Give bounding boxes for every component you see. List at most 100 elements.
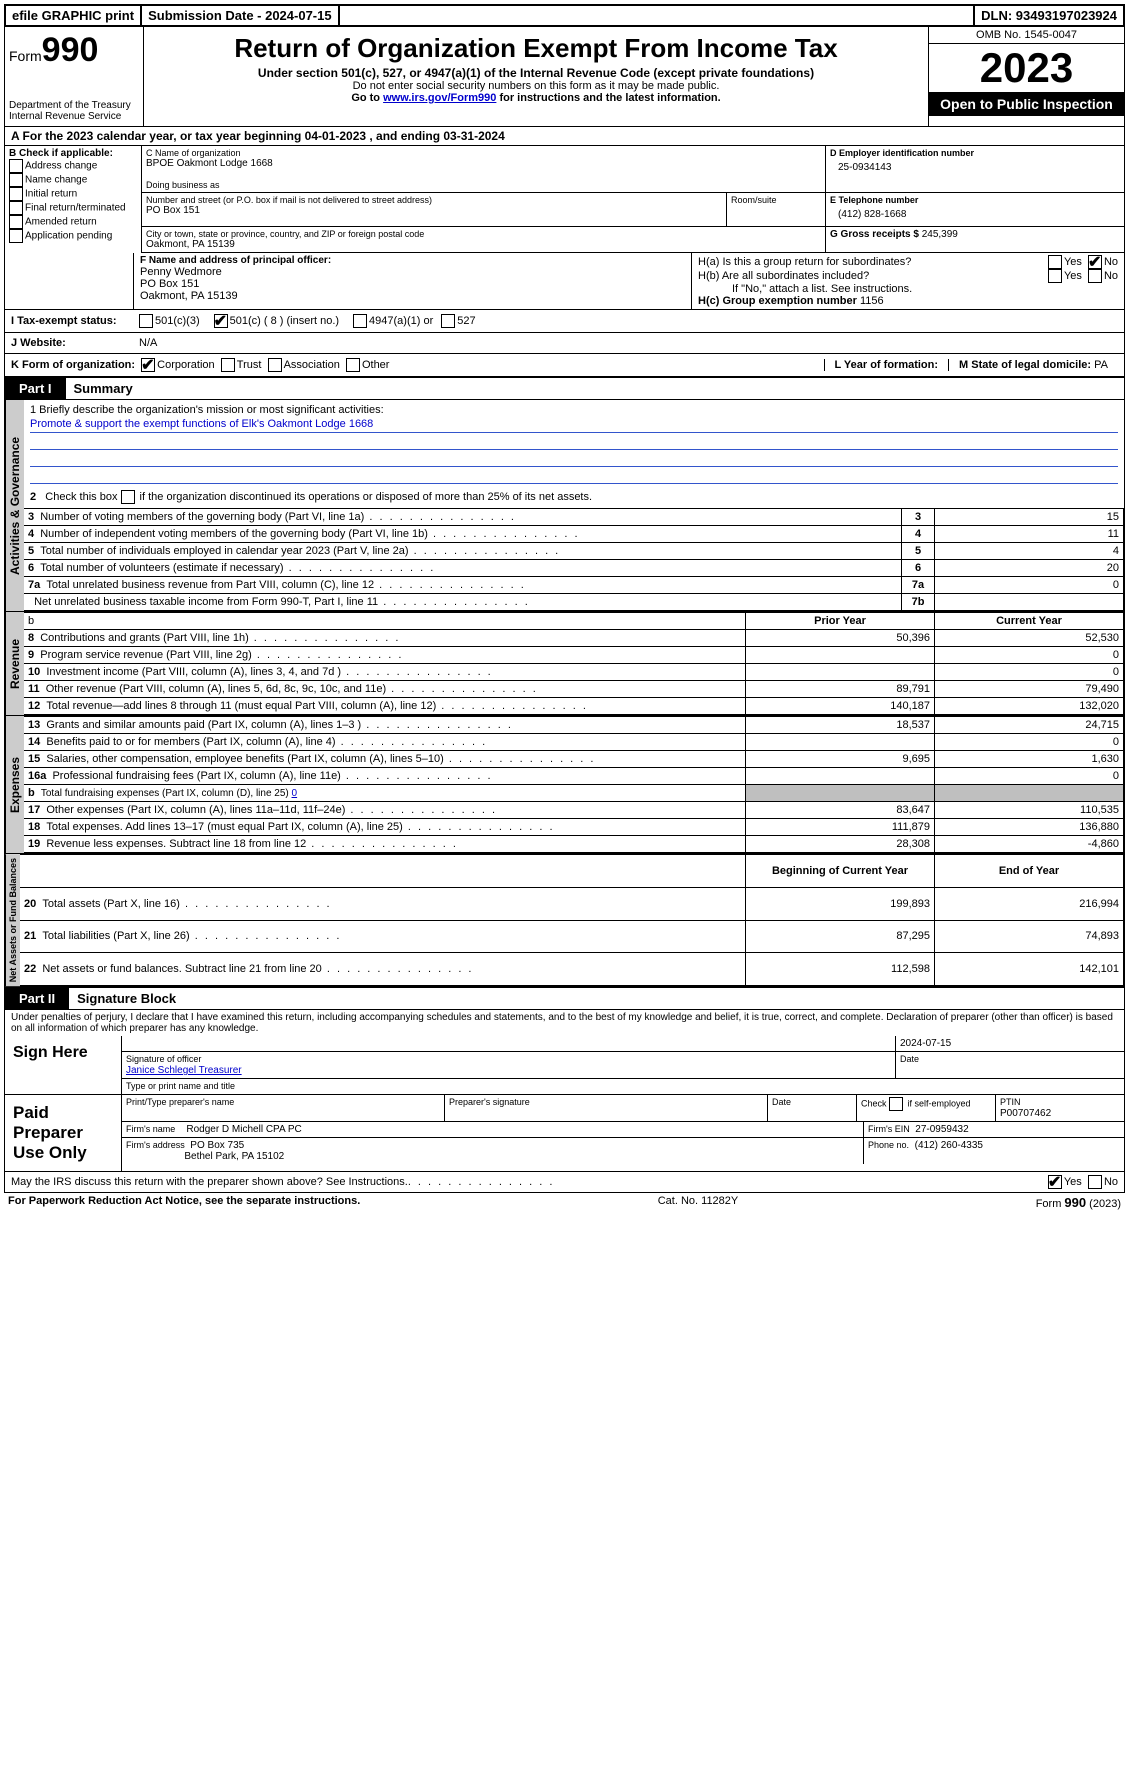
section-revenue: Revenue bPrior YearCurrent Year8 Contrib… (4, 612, 1125, 716)
efile-label: efile GRAPHIC print (6, 6, 142, 25)
label-room: Room/suite (731, 195, 821, 205)
section-bcdeg: B Check if applicable: Address change Na… (4, 146, 1125, 253)
form-header: Form990 Department of the Treasury Inter… (4, 27, 1125, 127)
vtab-governance: Activities & Governance (5, 400, 24, 611)
cb-discuss-no[interactable] (1088, 1175, 1102, 1189)
preparer-block: Paid Preparer Use Only Print/Type prepar… (4, 1095, 1125, 1172)
phone-value: (412) 828-1668 (830, 205, 1120, 224)
section-netassets: Net Assets or Fund Balances Beginning of… (4, 854, 1125, 987)
footer: For Paperwork Reduction Act Notice, see … (4, 1193, 1125, 1212)
domicile-state: PA (1094, 359, 1108, 371)
line2: 2 Check this box if the organization dis… (30, 490, 1118, 504)
part2-header: Part II Signature Block (4, 987, 1125, 1010)
dept-label: Department of the Treasury Internal Reve… (9, 100, 139, 122)
signature-block: Sign Here 2024-07-15 Signature of office… (4, 1036, 1125, 1095)
cb-pending[interactable] (9, 229, 23, 243)
discuss-row: May the IRS discuss this return with the… (4, 1172, 1125, 1193)
cb-self-employed[interactable] (889, 1097, 903, 1111)
paperwork-notice: For Paperwork Reduction Act Notice, see … (8, 1195, 360, 1210)
vtab-revenue: Revenue (5, 612, 24, 715)
gross-receipts: 245,399 (922, 229, 958, 240)
box-h: H(a) Is this a group return for subordin… (692, 253, 1124, 309)
cb-527[interactable] (441, 314, 455, 328)
vtab-expenses: Expenses (5, 716, 24, 853)
label-d-ein: D Employer identification number (830, 148, 1120, 158)
form-footer: Form 990 (2023) (1036, 1195, 1121, 1210)
cb-ha-yes[interactable] (1048, 255, 1062, 269)
top-bar: efile GRAPHIC print Submission Date - 20… (4, 4, 1125, 27)
cb-corp[interactable] (141, 358, 155, 372)
firm-addr1: PO Box 735 (190, 1140, 244, 1151)
line1-label: 1 Briefly describe the organization's mi… (30, 404, 1118, 416)
mission-text: Promote & support the exempt functions o… (30, 418, 1118, 433)
ein-value: 25-0934143 (830, 158, 1120, 177)
org-name: BPOE Oakmont Lodge 1668 (146, 158, 821, 169)
line-a-tax-year: A For the 2023 calendar year, or tax yea… (4, 127, 1125, 146)
submission-date: Submission Date - 2024-07-15 (142, 6, 340, 25)
vtab-netassets: Net Assets or Fund Balances (5, 854, 20, 986)
revenue-table: bPrior YearCurrent Year8 Contributions a… (24, 612, 1124, 715)
box-f: F Name and address of principal officer:… (134, 253, 692, 309)
netassets-table: Beginning of Current YearEnd of Year20 T… (20, 854, 1124, 986)
expenses-table: 13 Grants and similar amounts paid (Part… (24, 716, 1124, 853)
ptin-value: P00707462 (1000, 1108, 1051, 1119)
label-addr: Number and street (or P.O. box if mail i… (146, 195, 722, 205)
org-addr: PO Box 151 (146, 205, 722, 216)
form-number: Form990 (9, 31, 139, 70)
dln: DLN: 93493197023924 (975, 6, 1123, 25)
cb-ha-no[interactable] (1088, 255, 1102, 269)
label-c-name: C Name of organization (146, 148, 821, 158)
officer-signature: Janice Schlegel Treasurer (126, 1065, 242, 1076)
website-value: N/A (139, 337, 157, 349)
ssn-note: Do not enter social security numbers on … (148, 80, 924, 92)
cb-initial-return[interactable] (9, 187, 23, 201)
part1-header: Part I Summary (4, 377, 1125, 400)
label-dba: Doing business as (146, 180, 821, 190)
firm-addr2: Bethel Park, PA 15102 (184, 1151, 284, 1162)
form-subtitle: Under section 501(c), 527, or 4947(a)(1)… (148, 66, 924, 80)
cb-trust[interactable] (221, 358, 235, 372)
cb-other[interactable] (346, 358, 360, 372)
officer-addr1: PO Box 151 (140, 278, 685, 290)
cb-discuss-yes[interactable] (1048, 1175, 1062, 1189)
group-exemption: 1156 (860, 295, 884, 307)
officer-addr2: Oakmont, PA 15139 (140, 290, 685, 302)
goto-note: Go to www.irs.gov/Form990 for instructio… (148, 92, 924, 104)
cb-amended[interactable] (9, 215, 23, 229)
open-inspection: Open to Public Inspection (929, 92, 1124, 116)
label-city: City or town, state or province, country… (146, 229, 821, 239)
perjury-declaration: Under penalties of perjury, I declare th… (4, 1010, 1125, 1036)
org-city: Oakmont, PA 15139 (146, 239, 821, 250)
cb-discontinued[interactable] (121, 490, 135, 504)
cb-final-return[interactable] (9, 201, 23, 215)
firm-name: Rodger D Michell CPA PC (186, 1124, 301, 1135)
row-klm: K Form of organization: Corporation Trus… (4, 354, 1125, 377)
form-title: Return of Organization Exempt From Incom… (148, 33, 924, 64)
governance-table: 3 Number of voting members of the govern… (24, 508, 1124, 611)
firm-ein: 27-0959432 (915, 1124, 968, 1135)
catalog-number: Cat. No. 11282Y (658, 1195, 739, 1210)
box-b: B Check if applicable: Address change Na… (5, 146, 142, 253)
officer-name: Penny Wedmore (140, 266, 685, 278)
cb-501c3[interactable] (139, 314, 153, 328)
paid-preparer-label: Paid Preparer Use Only (5, 1095, 122, 1171)
tax-year: 2023 (929, 44, 1124, 92)
section-governance: Activities & Governance 1 Briefly descri… (4, 400, 1125, 612)
row-j: J Website: N/A (4, 333, 1125, 354)
cb-hb-no[interactable] (1088, 269, 1102, 283)
omb-number: OMB No. 1545-0047 (929, 27, 1124, 44)
cb-4947[interactable] (353, 314, 367, 328)
cb-address-change[interactable] (9, 159, 23, 173)
cb-501c[interactable] (214, 314, 228, 328)
sig-date: 2024-07-15 (896, 1036, 1124, 1052)
sign-here-label: Sign Here (5, 1036, 122, 1094)
label-e-phone: E Telephone number (830, 195, 1120, 205)
firm-phone: (412) 260-4335 (915, 1140, 983, 1151)
cb-assoc[interactable] (268, 358, 282, 372)
row-fh: F Name and address of principal officer:… (4, 253, 1125, 310)
row-i: I Tax-exempt status: 501(c)(3) 501(c) ( … (4, 310, 1125, 333)
cb-name-change[interactable] (9, 173, 23, 187)
cb-hb-yes[interactable] (1048, 269, 1062, 283)
label-g-gross: G Gross receipts $ (830, 229, 919, 240)
irs-link[interactable]: www.irs.gov/Form990 (383, 92, 496, 104)
